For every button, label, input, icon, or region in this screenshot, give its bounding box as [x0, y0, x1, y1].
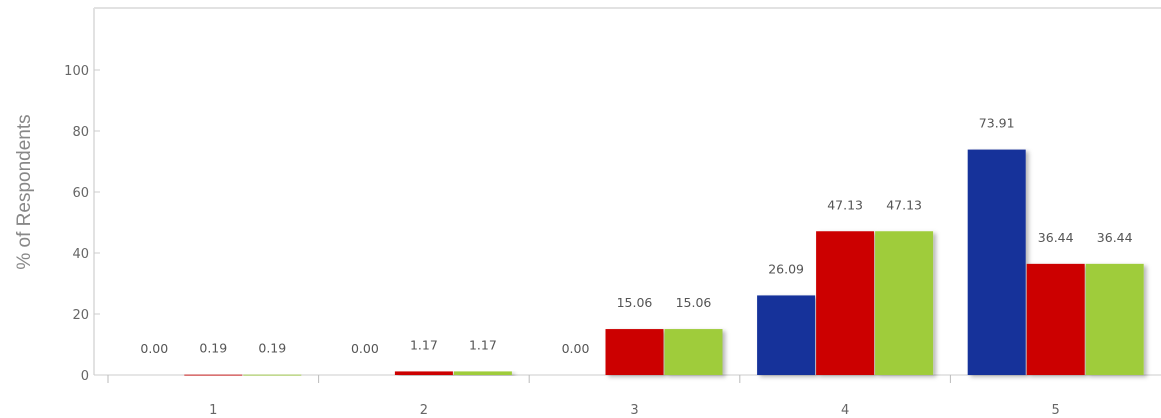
- bar-labels: 0.00 0.19 0.19 0.00 1.17 1.17 0.00 15.06 15.06 26…: [140, 116, 1132, 356]
- data-label-cat3-s1: 0.00: [562, 341, 590, 356]
- x-tick-label: 3: [630, 403, 638, 418]
- bars: [184, 149, 1144, 376]
- data-label-cat5-s3: 36.44: [1097, 230, 1133, 245]
- y-tick-label: 80: [72, 125, 89, 140]
- bar-cat4-s3: [875, 231, 934, 375]
- data-label-cat2-s3: 1.17: [469, 337, 497, 352]
- bar-cat2-s2: [394, 371, 453, 375]
- x-tick-label: 5: [1052, 403, 1060, 418]
- data-label-cat4-s2: 47.13: [827, 197, 863, 212]
- bar-cat2-s3: [453, 371, 512, 375]
- bar-cat3-s2: [605, 329, 664, 375]
- y-tick-label: 20: [72, 308, 89, 323]
- data-label-cat2-s2: 1.17: [410, 337, 438, 352]
- bar-cat3-s3: [664, 329, 723, 375]
- x-tick-label: 4: [841, 403, 849, 418]
- y-tick-label: 0: [81, 369, 89, 384]
- bar-cat4-s2: [816, 231, 875, 375]
- data-label-cat1-s3: 0.19: [258, 340, 286, 355]
- data-label-cat3-s2: 15.06: [617, 295, 653, 310]
- data-label-cat4-s3: 47.13: [886, 197, 922, 212]
- data-label-cat4-s1: 26.09: [768, 261, 804, 276]
- bar-cat1-s3: [243, 374, 302, 376]
- bar-cat1-s2: [184, 374, 243, 376]
- bar-cat4-s1: [757, 295, 816, 375]
- data-label-cat1-s1: 0.00: [140, 341, 168, 356]
- data-label-cat5-s1: 73.91: [979, 116, 1015, 131]
- y-tick-label: 60: [72, 186, 89, 201]
- x-ticks: 1 2 3 4 5: [107, 375, 1060, 418]
- data-label-cat3-s3: 15.06: [676, 295, 712, 310]
- y-axis-label: % of Respondents: [14, 114, 35, 269]
- y-tick-label: 40: [72, 247, 89, 262]
- y-ticks: 0 20 40 60 80 100: [64, 64, 100, 384]
- data-label-cat1-s2: 0.19: [199, 340, 227, 355]
- bar-cat5-s1: [967, 149, 1026, 375]
- x-tick-label: 2: [420, 403, 428, 418]
- data-label-cat2-s1: 0.00: [351, 341, 379, 356]
- y-tick-label: 100: [64, 64, 89, 79]
- data-label-cat5-s2: 36.44: [1038, 230, 1074, 245]
- x-tick-label: 1: [209, 403, 217, 418]
- bar-cat5-s3: [1085, 263, 1144, 375]
- bar-cat5-s2: [1026, 263, 1085, 375]
